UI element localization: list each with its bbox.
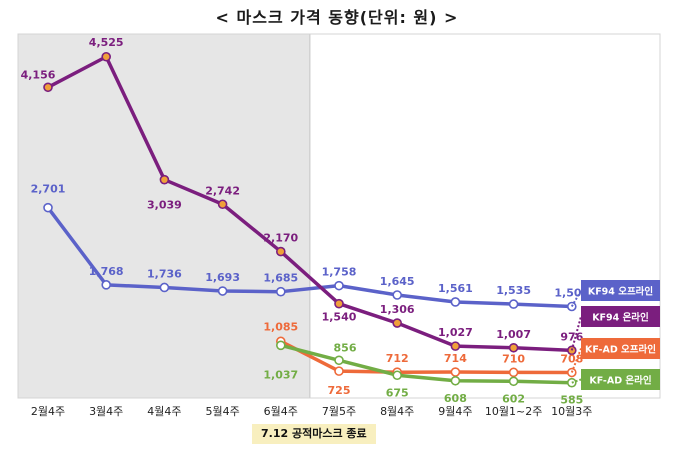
data-label: 1,561 [438, 282, 473, 295]
legend-tag [581, 280, 660, 301]
data-point [450, 367, 461, 377]
x-tick-label: 3월4주 [89, 405, 123, 418]
data-label: 1,685 [263, 272, 298, 285]
x-tick-label: 10월1~2주 [485, 405, 542, 418]
shaded-period [18, 34, 310, 398]
data-label: 710 [502, 352, 525, 365]
data-label: 1,768 [89, 265, 124, 278]
x-tick-label: 4월4주 [147, 405, 181, 418]
chart-title: < 마스크 가격 동향(단위: 원) > [215, 8, 459, 27]
legend-label: KF-AD 오프라인 [585, 344, 656, 356]
data-point [275, 286, 286, 297]
data-point [101, 51, 111, 62]
data-label: 856 [334, 341, 357, 354]
series-line [46, 205, 574, 309]
data-point [334, 355, 344, 366]
legend-connector [570, 316, 582, 351]
data-label: 708 [560, 353, 583, 366]
legend-tag [581, 306, 660, 327]
plot-area-border [17, 33, 661, 399]
data-point [392, 318, 403, 328]
data-label: 602 [502, 392, 525, 405]
series-line [279, 343, 574, 385]
data-label: 976 [560, 330, 583, 343]
data-label: 585 [560, 394, 583, 407]
data-label: 2,170 [263, 232, 298, 245]
legend-tag [581, 338, 660, 359]
data-point [334, 280, 344, 291]
data-point [508, 367, 519, 378]
x-tick-label: 7월5주 [322, 405, 356, 418]
data-label: 608 [444, 392, 467, 405]
data-point [450, 375, 461, 386]
data-label: 1,758 [322, 266, 357, 279]
data-label: 725 [328, 384, 351, 397]
legend-connector [570, 290, 582, 308]
series-line [279, 339, 574, 375]
data-label: 1,693 [205, 271, 240, 284]
legend-connector [571, 378, 582, 384]
data-label: 1,306 [380, 303, 415, 316]
data-point [392, 290, 403, 300]
data-label: 712 [386, 352, 409, 365]
data-label: 1,506 [554, 287, 589, 300]
data-point [217, 199, 228, 210]
data-label: 2,701 [31, 183, 66, 196]
data-label: 1,736 [147, 267, 182, 280]
data-label: 4,525 [89, 36, 124, 49]
x-tick-label: 8월4주 [380, 405, 414, 418]
legend-label: KF94 오프라인 [588, 286, 653, 298]
data-label: 3,039 [147, 199, 182, 212]
data-label: 1,027 [438, 326, 473, 339]
x-tick-label: 2월4주 [31, 405, 65, 418]
data-point [101, 280, 111, 290]
data-label: 675 [386, 386, 409, 399]
data-point [334, 366, 344, 376]
data-point [508, 342, 519, 353]
data-label: 1,540 [322, 311, 357, 324]
data-label: 714 [444, 352, 467, 365]
data-label: 1,007 [496, 328, 531, 341]
data-point [275, 340, 286, 351]
data-point [275, 246, 286, 257]
legend-label: KF94 온라인 [592, 312, 649, 324]
data-label: 4,156 [21, 68, 56, 81]
series-line [46, 55, 574, 353]
data-point [159, 282, 170, 293]
data-point [43, 202, 53, 213]
x-tick-label: 10월3주 [551, 405, 592, 418]
data-label: 1,645 [380, 275, 415, 288]
data-point [508, 376, 519, 387]
data-point [159, 174, 170, 185]
data-label: 1,535 [496, 284, 531, 297]
legend-tag [581, 369, 660, 390]
end-of-public-mask-note: 7.12 공적마스크 종료 [252, 424, 376, 444]
data-point [450, 341, 461, 351]
x-tick-label: 5월4주 [205, 405, 239, 418]
data-point [508, 299, 519, 309]
data-point [217, 286, 228, 296]
data-point [334, 298, 344, 309]
x-tick-label: 9월4주 [438, 405, 472, 418]
data-label: 2,742 [205, 184, 240, 197]
data-point [450, 297, 461, 307]
data-point [43, 82, 53, 93]
data-label: 1,085 [263, 320, 298, 333]
data-point [392, 370, 403, 381]
legend-connector [570, 348, 582, 373]
legend-label: KF-AD 온라인 [589, 375, 651, 387]
data-label: 1,037 [263, 368, 298, 381]
x-tick-label: 6월4주 [264, 405, 298, 418]
